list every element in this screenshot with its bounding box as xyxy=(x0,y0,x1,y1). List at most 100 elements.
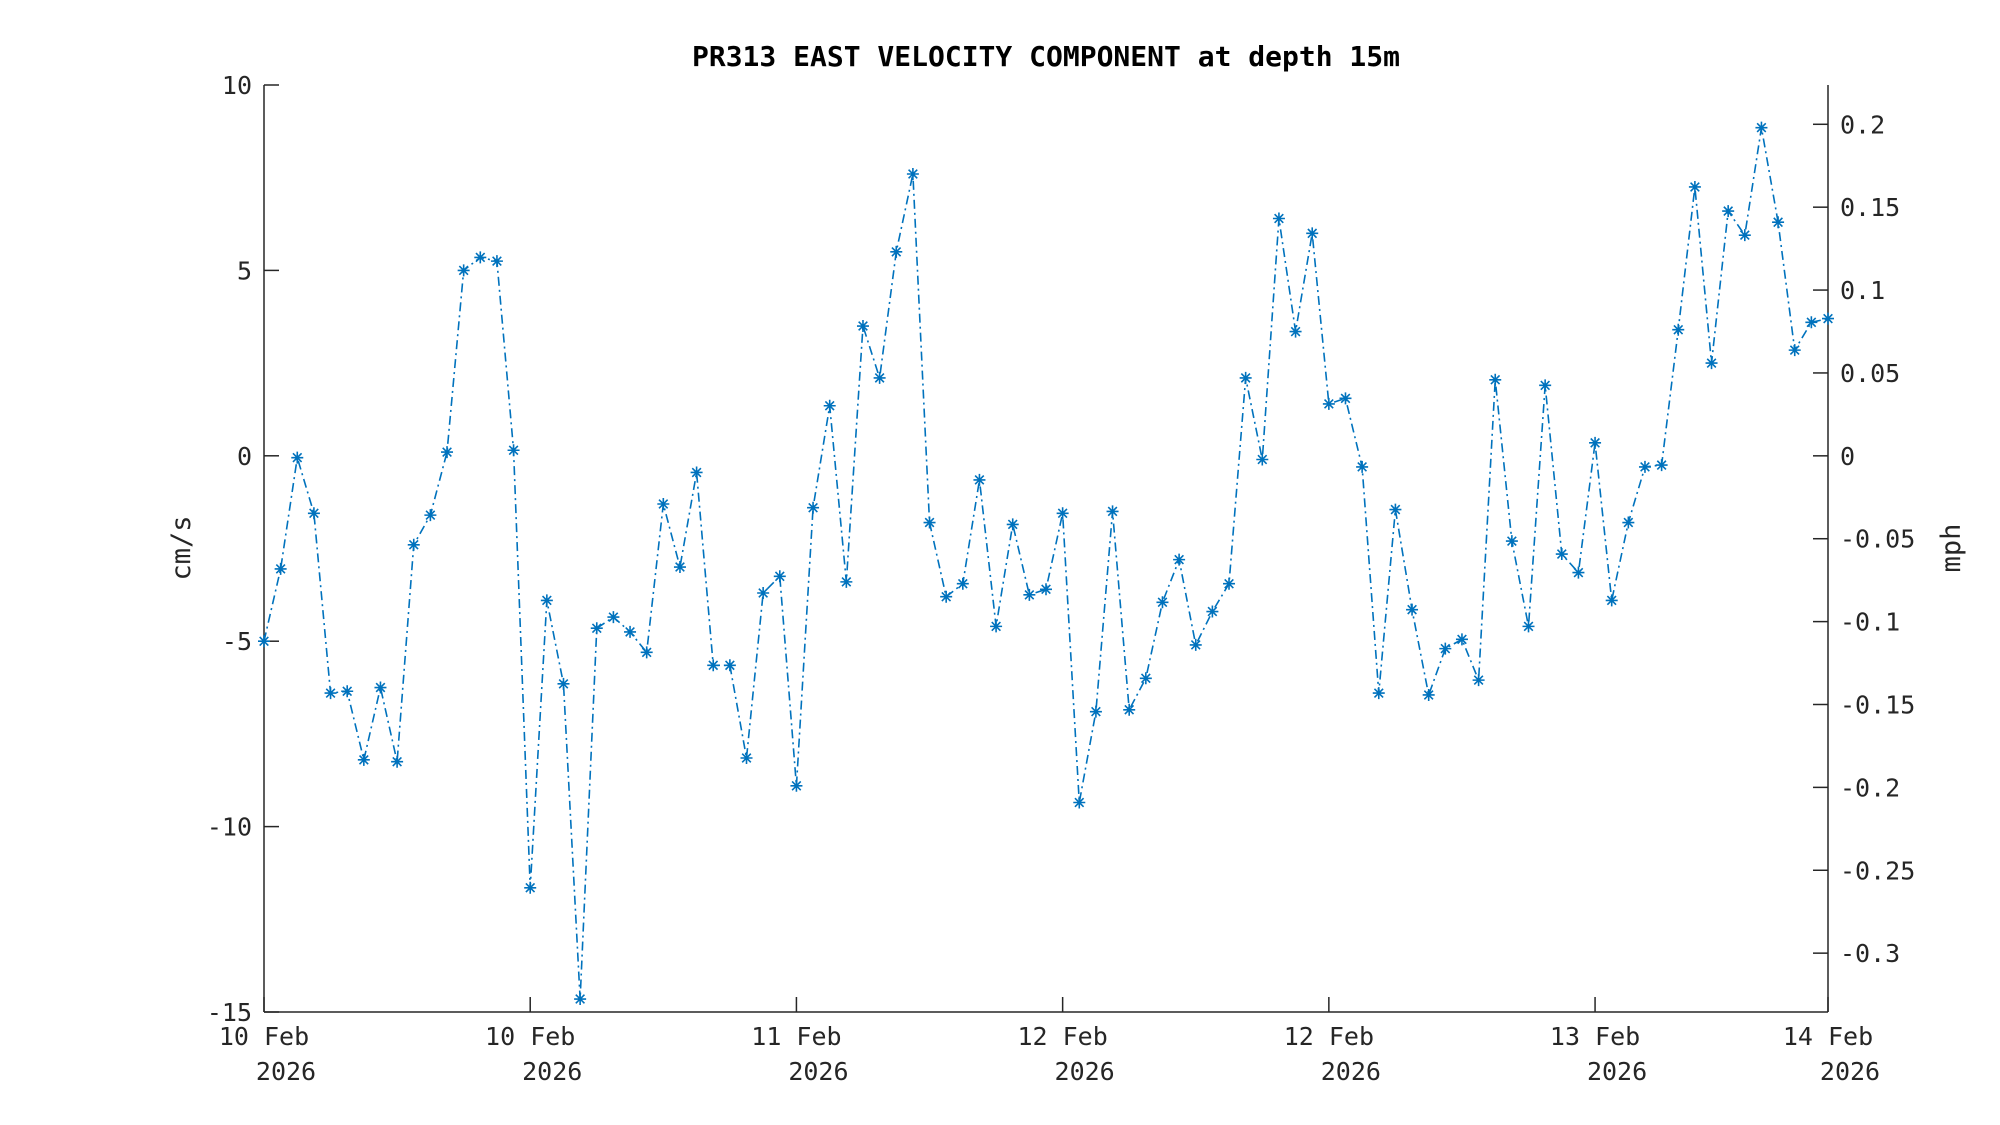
x-tick-date: 10 Feb xyxy=(485,1022,575,1051)
data-point xyxy=(490,255,503,268)
data-point xyxy=(1389,503,1402,516)
x-tick-date: 10 Feb xyxy=(219,1022,309,1051)
series-east-velocity xyxy=(258,121,1834,1006)
data-point xyxy=(1472,674,1485,687)
data-point xyxy=(1805,316,1818,329)
right-tick-label: -0.15 xyxy=(1840,690,1915,719)
x-tick-year: 2026 xyxy=(1055,1057,1115,1086)
axes xyxy=(263,85,1829,1013)
data-point xyxy=(956,577,969,590)
data-point xyxy=(1672,323,1685,336)
data-point xyxy=(1755,121,1768,134)
data-point xyxy=(1306,227,1319,240)
data-point xyxy=(1522,620,1535,633)
x-tick-year: 2026 xyxy=(1321,1057,1381,1086)
right-tick-label: -0.1 xyxy=(1840,608,1900,637)
left-tick-label: -15 xyxy=(207,998,252,1027)
x-tick-date: 11 Feb xyxy=(751,1022,841,1051)
data-point xyxy=(457,264,470,277)
data-point xyxy=(673,561,686,574)
chart-title: PR313 EAST VELOCITY COMPONENT at depth 1… xyxy=(692,40,1400,73)
data-point xyxy=(374,681,387,694)
data-point xyxy=(1489,373,1502,386)
data-point xyxy=(1040,583,1052,596)
data-point xyxy=(1605,594,1618,607)
data-point xyxy=(307,507,320,520)
data-point xyxy=(1089,705,1102,718)
data-point xyxy=(1106,505,1119,518)
right-tick-label: 0.2 xyxy=(1840,110,1885,139)
data-point xyxy=(1339,392,1352,405)
data-point xyxy=(1406,603,1419,616)
data-point xyxy=(1372,687,1385,700)
data-point xyxy=(341,685,354,698)
data-point xyxy=(1223,577,1236,590)
data-point xyxy=(324,687,337,700)
data-point xyxy=(1322,397,1335,410)
data-point xyxy=(574,993,587,1006)
data-point xyxy=(690,466,703,479)
x-tick-year: 2026 xyxy=(788,1057,848,1086)
data-point xyxy=(790,779,803,792)
data-point xyxy=(1272,212,1285,225)
right-tick-label: -0.2 xyxy=(1840,773,1900,802)
data-point xyxy=(424,509,437,522)
x-tick-year: 2026 xyxy=(522,1057,582,1086)
data-point xyxy=(1289,325,1302,338)
data-point xyxy=(507,444,520,457)
data-point xyxy=(723,659,736,672)
right-tick-label: -0.25 xyxy=(1840,856,1915,885)
data-point xyxy=(906,167,919,180)
data-point xyxy=(1206,605,1219,618)
data-point xyxy=(973,473,986,486)
right-tick-label: -0.3 xyxy=(1840,939,1900,968)
x-tick-year: 2026 xyxy=(1820,1057,1880,1086)
data-point xyxy=(1439,642,1452,655)
data-point xyxy=(274,562,287,575)
data-point xyxy=(1822,312,1834,325)
data-point xyxy=(1356,460,1369,473)
right-tick-label: -0.05 xyxy=(1840,525,1915,554)
data-point xyxy=(940,590,953,603)
data-point xyxy=(757,586,770,599)
data-point xyxy=(1422,688,1435,701)
data-point xyxy=(657,498,670,511)
data-point xyxy=(291,451,304,464)
data-point xyxy=(1772,216,1785,229)
data-point xyxy=(1455,633,1468,646)
data-point xyxy=(856,320,869,333)
data-point xyxy=(1073,796,1086,809)
right-tick-label: 0.1 xyxy=(1840,276,1885,305)
data-point xyxy=(1555,548,1568,561)
left-ticks: 10 5 0 -5 -10 -15 xyxy=(207,71,279,1027)
data-point xyxy=(890,245,903,258)
data-point xyxy=(1638,460,1651,473)
data-point xyxy=(474,251,487,264)
left-tick-label: -10 xyxy=(207,813,252,842)
data-point xyxy=(524,881,537,894)
data-point xyxy=(1655,459,1668,472)
data-point xyxy=(740,752,753,765)
y-axis-label: cm/s xyxy=(166,515,197,580)
x-ticks: 10 Feb 2026 10 Feb 2026 11 Feb 2026 12 Feb 2026… xyxy=(219,997,1880,1086)
data-point xyxy=(1788,344,1801,357)
left-tick-label: 0 xyxy=(237,442,252,471)
data-point xyxy=(357,753,370,766)
right-tick-label: 0 xyxy=(1840,442,1855,471)
data-point xyxy=(873,371,886,384)
y2-axis-label: mph xyxy=(1936,524,1967,573)
data-point xyxy=(1539,379,1552,392)
data-point xyxy=(1189,638,1202,651)
right-tick-label: 0.05 xyxy=(1840,359,1900,388)
data-point xyxy=(1622,516,1635,529)
x-tick-date: 12 Feb xyxy=(1284,1022,1374,1051)
right-ticks: 0.2 0.15 0.1 0.05 0 -0.05 -0.1 -0.15 -0.2 -0.25 -0… xyxy=(1813,110,1915,968)
data-point xyxy=(407,538,420,551)
data-point xyxy=(557,677,570,690)
data-point xyxy=(1738,229,1751,242)
data-point xyxy=(840,575,853,588)
data-point xyxy=(1572,566,1585,579)
left-tick-label: 10 xyxy=(222,71,252,100)
x-tick-date: 13 Feb xyxy=(1550,1022,1640,1051)
